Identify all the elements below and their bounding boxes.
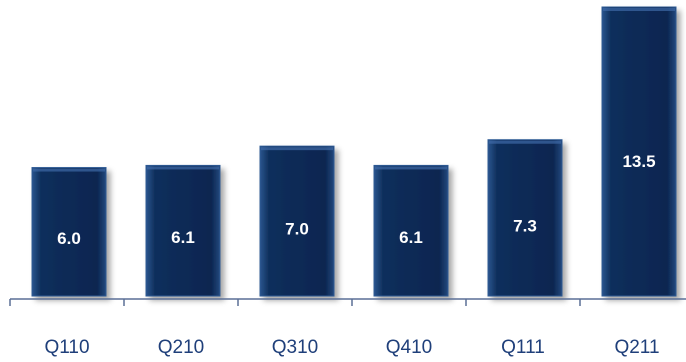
x-tick-label: Q410 [386,337,432,358]
bar-value-label: 6.0 [57,229,81,248]
bar-q111 [487,139,563,297]
x-tick-labels: Q110 Q210 Q310 Q410 Q111 Q211 [44,337,659,358]
x-tick-label: Q210 [158,337,204,358]
bar-q110 [31,167,107,297]
bar-top-highlight [33,168,105,172]
x-axis [9,298,686,306]
x-tick-label: Q110 [44,337,89,358]
bar-top-highlight [261,147,333,151]
bar-top-highlight [603,8,675,11]
bar-q310 [259,145,335,297]
bar-value-label: 7.3 [513,217,537,236]
x-tick-label: Q211 [614,337,659,358]
bar-value-label: 6.1 [399,228,423,247]
x-tick-label: Q310 [272,337,318,358]
x-tick-label: Q111 [501,337,545,358]
bar-top-highlight [147,166,219,170]
bar-value-label: 13.5 [622,152,655,171]
bar-value-labels: 6.0 6.1 7.0 6.1 7.3 13.5 [57,152,655,248]
bar-value-label: 6.1 [171,228,195,247]
bar-q210 [145,164,221,297]
bar-top-highlight [489,140,561,144]
bar-top-highlight [375,166,447,170]
bars-group [31,6,677,297]
bar-q410 [373,164,449,297]
bar-q211 [601,6,677,297]
bar-value-label: 7.0 [285,220,309,239]
